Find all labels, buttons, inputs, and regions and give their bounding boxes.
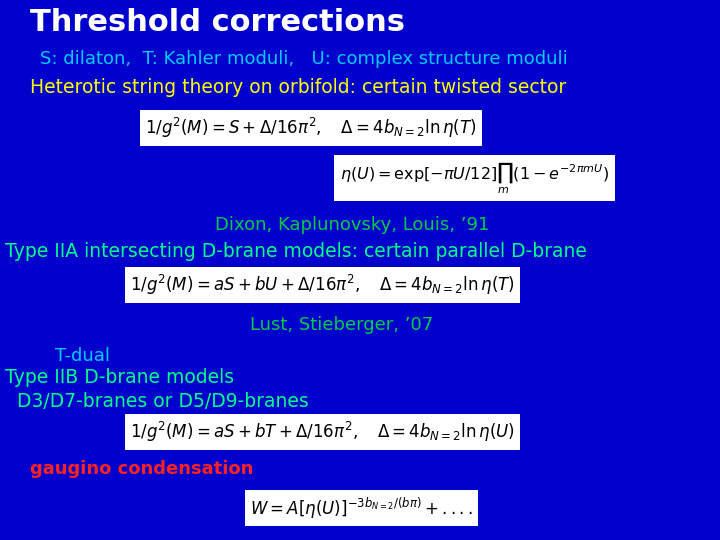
- Text: gaugino condensation: gaugino condensation: [30, 460, 253, 478]
- Text: Heterotic string theory on orbifold: certain twisted sector: Heterotic string theory on orbifold: cer…: [30, 78, 566, 97]
- Text: $1/g^{2}(M) = aS + bT + \Delta/16\pi^{2}, \quad \Delta = 4b_{N=2}\ln\eta(U)$: $1/g^{2}(M) = aS + bT + \Delta/16\pi^{2}…: [130, 420, 515, 444]
- Text: $\eta(U) = \exp[-\pi U/12]\prod_{m}\,(1-e^{-2\pi mU})$: $\eta(U) = \exp[-\pi U/12]\prod_{m}\,(1-…: [340, 160, 609, 195]
- Text: Threshold corrections: Threshold corrections: [30, 8, 405, 37]
- Text: T-dual: T-dual: [55, 347, 110, 365]
- Text: $W = A[\eta(U)]^{-3b_{N=2}/(b\pi)} + ....$: $W = A[\eta(U)]^{-3b_{N=2}/(b\pi)} + ...…: [250, 495, 472, 521]
- Text: $1/g^{2}(M) = aS + bU + \Delta/16\pi^{2}, \quad \Delta = 4b_{N=2}\ln\eta(T)$: $1/g^{2}(M) = aS + bU + \Delta/16\pi^{2}…: [130, 273, 515, 297]
- Text: Lust, Stieberger, ’07: Lust, Stieberger, ’07: [250, 316, 433, 334]
- Text: S: dilaton,  T: Kahler moduli,   U: complex structure moduli: S: dilaton, T: Kahler moduli, U: complex…: [40, 50, 568, 68]
- Text: Type IIA intersecting D-brane models: certain parallel D-brane: Type IIA intersecting D-brane models: ce…: [5, 242, 587, 261]
- Text: $1/g^{2}(M) = S + \Delta/16\pi^{2}, \quad \Delta = 4b_{N=2}\ln\eta(T)$: $1/g^{2}(M) = S + \Delta/16\pi^{2}, \qua…: [145, 116, 477, 140]
- Text: Type IIB D-brane models: Type IIB D-brane models: [5, 368, 234, 387]
- Text: D3/D7-branes or D5/D9-branes: D3/D7-branes or D5/D9-branes: [5, 392, 309, 411]
- Text: Dixon, Kaplunovsky, Louis, ’91: Dixon, Kaplunovsky, Louis, ’91: [215, 216, 490, 234]
